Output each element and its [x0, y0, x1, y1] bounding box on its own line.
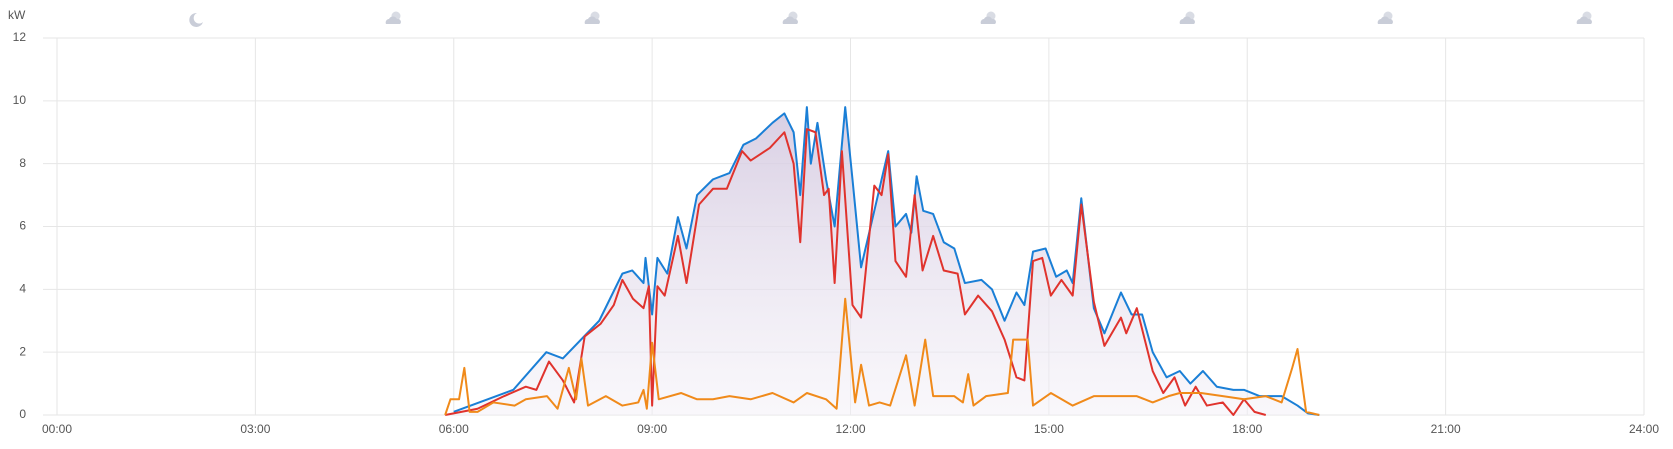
weather-icon	[584, 11, 600, 24]
y-axis-label: kW	[8, 8, 26, 22]
series-line	[444, 128, 1267, 416]
series-line	[444, 297, 1320, 416]
x-tick-label: 12:00	[835, 422, 865, 436]
y-tick-label: 8	[19, 156, 26, 170]
y-tick-label: 12	[13, 30, 27, 44]
weather-icon	[782, 11, 798, 24]
x-tick-label: 06:00	[439, 422, 469, 436]
weather-icon	[1576, 11, 1592, 24]
y-tick-label: 6	[19, 219, 26, 233]
weather-icon	[1179, 11, 1195, 24]
x-tick-label: 21:00	[1431, 422, 1461, 436]
x-tick-label: 15:00	[1034, 422, 1064, 436]
x-tick-label: 18:00	[1232, 422, 1262, 436]
x-tick-label: 03:00	[240, 422, 270, 436]
x-tick-label: 09:00	[637, 422, 667, 436]
y-tick-label: 10	[13, 93, 27, 107]
x-tick-label: 00:00	[42, 422, 72, 436]
y-tick-label: 0	[19, 407, 26, 421]
y-tick-label: 4	[19, 282, 26, 296]
weather-icon	[980, 11, 996, 24]
plot-area	[444, 106, 1320, 416]
x-tick-label: 24:00	[1629, 422, 1659, 436]
weather-icons	[189, 11, 1592, 27]
weather-icon	[1377, 11, 1393, 24]
y-tick-label: 2	[19, 344, 26, 358]
tick-labels: 0 2 4 6 8 10 12 00:00 03:00 06:00 09:00 12:00 15:00 1…	[13, 30, 1660, 436]
weather-icon	[385, 11, 401, 24]
weather-icon	[189, 12, 203, 27]
